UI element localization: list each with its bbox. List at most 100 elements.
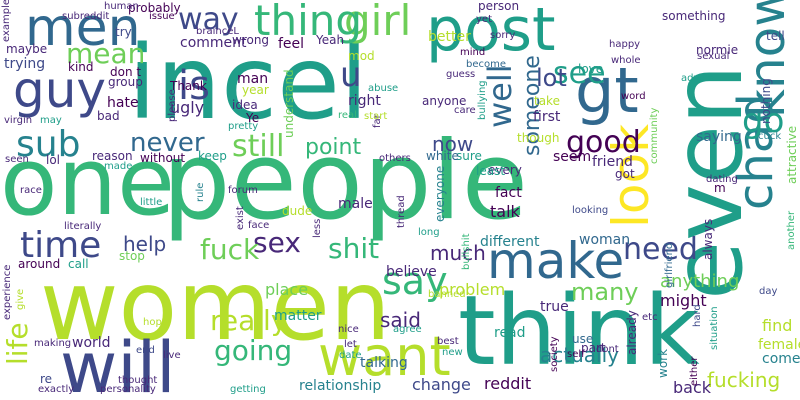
word-lol: lol bbox=[46, 153, 61, 167]
word-better: better bbox=[428, 29, 471, 45]
word-wrong: wrong bbox=[232, 33, 270, 47]
word-sex: sex bbox=[253, 226, 301, 259]
word-m: m bbox=[714, 181, 726, 195]
word-problem: problem bbox=[439, 280, 506, 299]
word-help: help bbox=[123, 232, 167, 256]
word-pretty: pretty bbox=[228, 121, 259, 132]
word-girl: girl bbox=[344, 0, 412, 45]
word-though: though bbox=[517, 131, 560, 145]
word-hope: hope bbox=[143, 317, 168, 328]
word-feel: feel bbox=[278, 36, 305, 52]
word-way: way bbox=[178, 2, 239, 37]
word-literally: literally bbox=[64, 221, 102, 232]
word-yeah: Yeah bbox=[316, 33, 345, 47]
word-want: want bbox=[318, 325, 451, 388]
word-thank: Thank bbox=[170, 79, 207, 93]
word-well: well bbox=[481, 64, 519, 128]
word-think: think bbox=[458, 275, 700, 387]
word-word: word bbox=[621, 91, 646, 102]
word-etc: etc bbox=[642, 312, 658, 323]
word-human: human bbox=[104, 1, 139, 12]
word-face: face bbox=[248, 220, 270, 231]
word-subreddit: subreddit bbox=[62, 11, 110, 22]
word-dont: dont bbox=[596, 344, 619, 355]
word-believe: believe bbox=[386, 264, 437, 280]
word-good: good bbox=[566, 125, 641, 160]
word-cuck: cuck bbox=[758, 131, 782, 142]
word-see: see bbox=[553, 56, 606, 91]
word-mod: mod bbox=[348, 49, 375, 63]
word-please: please bbox=[167, 89, 178, 122]
word-thing: thing bbox=[254, 0, 363, 45]
word-ye: Ye bbox=[246, 111, 260, 125]
word-anyone: anyone bbox=[422, 94, 467, 108]
word-never: never bbox=[130, 128, 205, 158]
word-experience: experience bbox=[2, 264, 13, 320]
word-take: take bbox=[534, 94, 560, 108]
word-sorry: sorry bbox=[490, 30, 516, 41]
word-whole: whole bbox=[611, 55, 641, 66]
word-saying: saying bbox=[696, 129, 742, 145]
word-reddit: reddit bbox=[484, 374, 532, 393]
word-said: said bbox=[380, 308, 421, 332]
word-actually: actually bbox=[540, 343, 619, 367]
word-friend: friend bbox=[592, 154, 633, 170]
word-made: made bbox=[104, 161, 133, 172]
word-people: people bbox=[162, 119, 529, 244]
word-may: may bbox=[40, 115, 62, 126]
word-personality: personality bbox=[100, 384, 156, 395]
word-real: real bbox=[338, 110, 357, 121]
word-situation: situation bbox=[709, 306, 720, 350]
word-rule: rule bbox=[195, 182, 206, 202]
word-guess: guess bbox=[446, 69, 476, 80]
word-braincel: brainceL bbox=[196, 26, 239, 37]
word-different: different bbox=[480, 234, 540, 250]
word-love: love bbox=[578, 62, 604, 76]
word-matter: matter bbox=[274, 308, 322, 324]
word-u: u bbox=[340, 55, 362, 95]
word-forum: forum bbox=[228, 185, 258, 196]
word-gt: gt bbox=[575, 54, 639, 127]
word-trying: trying bbox=[4, 56, 46, 72]
word-tell: tell bbox=[766, 29, 785, 43]
word-much: much bbox=[430, 241, 486, 265]
word-incel: incel bbox=[128, 24, 369, 143]
word-true: true bbox=[540, 299, 569, 315]
word-community: community bbox=[649, 107, 660, 164]
word-guy: guy bbox=[13, 61, 107, 119]
word-care: care bbox=[454, 105, 476, 116]
word-thread: thread bbox=[396, 195, 407, 228]
word-got: got bbox=[615, 167, 635, 181]
word-understand: understand bbox=[282, 69, 296, 138]
word-female: female bbox=[758, 337, 800, 353]
word-life: life bbox=[1, 322, 34, 365]
word-make: make bbox=[487, 232, 625, 290]
word-dude: dude bbox=[282, 204, 313, 218]
word-talking: talking bbox=[360, 355, 408, 371]
word-maybe: maybe bbox=[6, 42, 48, 56]
word-read: read bbox=[494, 325, 526, 341]
word-sure: sure bbox=[456, 149, 482, 163]
word-reason: reason bbox=[92, 149, 133, 163]
word-bullshit: bullshit bbox=[461, 233, 472, 271]
word-hate: hate bbox=[107, 95, 139, 111]
word-self: self bbox=[567, 349, 585, 360]
word-right: right bbox=[348, 93, 381, 109]
word-now: now bbox=[432, 132, 474, 156]
word-day: day bbox=[759, 286, 778, 297]
word-end: end bbox=[136, 345, 155, 356]
word-point: point bbox=[305, 135, 362, 160]
word-place: place bbox=[265, 280, 309, 299]
word-anything: anything bbox=[660, 271, 740, 292]
word-mind: mind bbox=[460, 47, 486, 58]
word-bad: bad bbox=[97, 109, 120, 123]
word-time: time bbox=[20, 225, 102, 266]
word-woman: woman bbox=[579, 232, 631, 248]
word-little: little bbox=[140, 197, 163, 208]
word-another: another bbox=[786, 210, 797, 250]
word-might: might bbox=[660, 291, 707, 310]
word-advice: advice bbox=[681, 73, 714, 84]
word-new: new bbox=[442, 347, 463, 358]
word-virgin: virgin bbox=[4, 115, 33, 126]
